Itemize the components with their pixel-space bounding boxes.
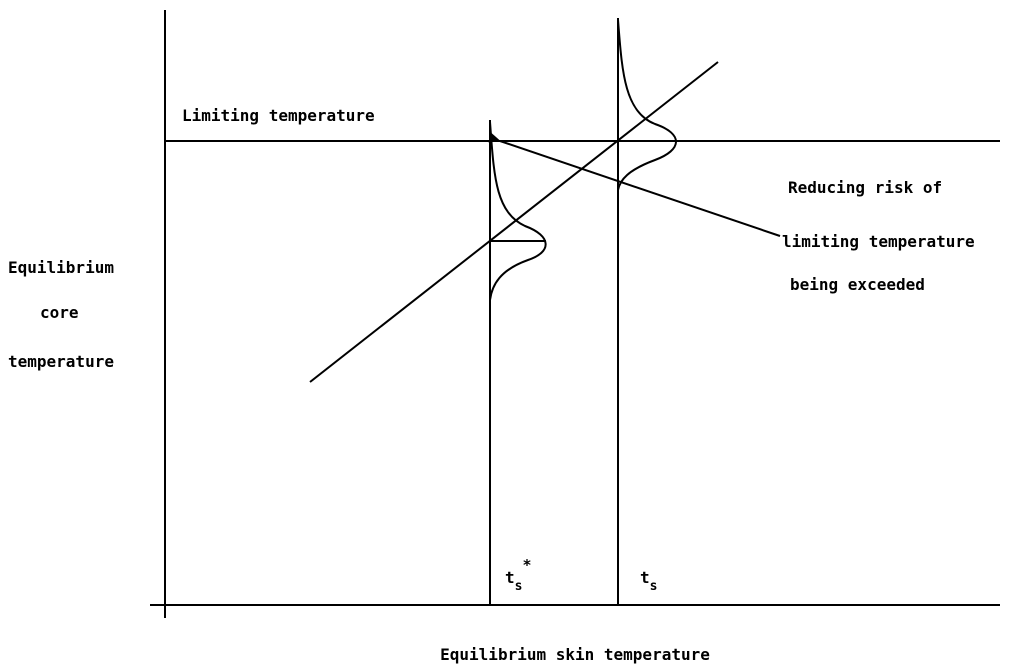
- ts-star-label: ts*: [505, 556, 532, 594]
- distribution-left: [489, 121, 547, 301]
- ts-label: ts: [640, 568, 657, 594]
- y-label: core: [40, 303, 79, 322]
- x-label: Equilibrium skin temperature: [440, 645, 710, 664]
- arrow: [487, 132, 781, 237]
- annotation: Reducing risk of: [788, 178, 942, 197]
- y-label: Equilibrium: [8, 258, 114, 277]
- regression-line: [309, 61, 719, 383]
- limit-label: Limiting temperature: [182, 106, 375, 125]
- annotation: being exceeded: [790, 275, 925, 294]
- annotation: limiting temperature: [782, 232, 975, 251]
- y-label: temperature: [8, 352, 114, 371]
- distribution-right: [617, 19, 677, 191]
